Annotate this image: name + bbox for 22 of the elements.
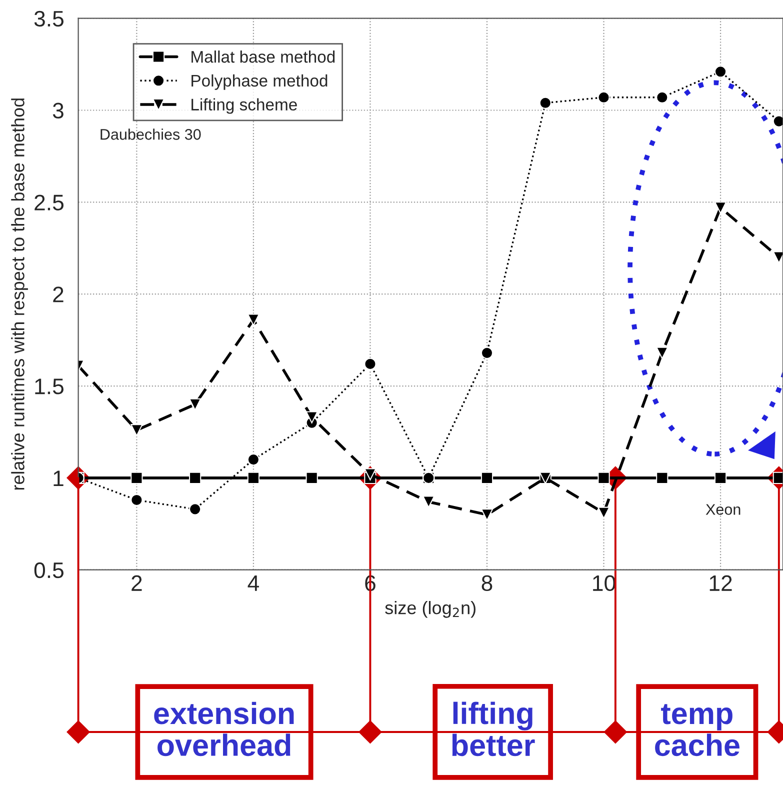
x-tick-label: 8 [482, 575, 492, 592]
y-tick-label: 3.5 [34, 10, 64, 27]
annotation: extension overhead [154, 702, 294, 756]
y-axis-title: relative runtimes with respect to the base method [11, 98, 28, 490]
y-tick-label: 2.5 [34, 194, 64, 210]
y-tick-label: 2 [53, 286, 64, 302]
y-tick-label: 0.5 [34, 562, 64, 578]
x-tick-label: 12 [710, 575, 732, 591]
legend-label: Mallat base method [192, 50, 335, 63]
annotation: lifting better [452, 702, 535, 756]
annotation: Xeon [706, 504, 740, 515]
annotation: Daubechies 30 [100, 128, 201, 140]
legend-label: Lifting scheme [192, 98, 297, 114]
y-tick-label: 1 [54, 470, 64, 486]
y-tick-label: 3 [52, 102, 64, 119]
x-axis-title: size (log$_{2}$n) [385, 600, 476, 618]
x-tick-label: 4 [248, 576, 259, 591]
y-tick-label: 1.5 [35, 378, 64, 394]
legend-label: Polyphase method [192, 74, 328, 90]
x-tick-label: 10 [593, 575, 616, 592]
x-tick-label: 2 [132, 575, 142, 591]
annotation: temp cache [655, 704, 740, 756]
